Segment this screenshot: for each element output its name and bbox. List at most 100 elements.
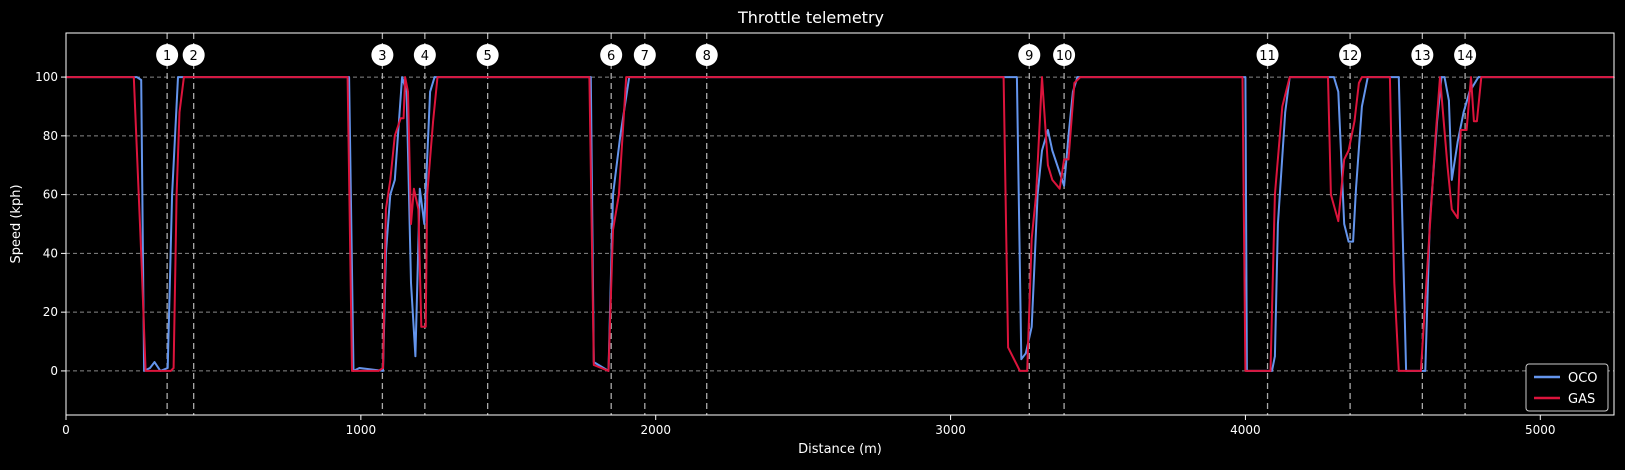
plot-frame	[65, 32, 1615, 416]
data-point-oco-7	[166, 367, 169, 369]
data-point-gas-62	[1361, 76, 1363, 78]
turn-marker-label-5: 5	[484, 49, 492, 64]
data-point-gas-2	[140, 252, 142, 255]
data-point-gas-57	[1337, 220, 1340, 222]
data-point-gas-42	[1047, 164, 1049, 166]
data-point-gas-38	[1026, 370, 1028, 372]
data-point-gas-78	[1480, 76, 1483, 78]
y-tick-label-80: 80	[43, 129, 58, 143]
data-point-gas-73	[1459, 129, 1462, 131]
data-point-gas-58	[1343, 158, 1345, 161]
data-point-gas-49	[1241, 76, 1244, 78]
data-point-gas-44	[1058, 187, 1061, 190]
data-point-gas-10	[346, 76, 349, 78]
data-point-gas-8	[178, 111, 181, 114]
data-point-gas-5	[169, 370, 172, 372]
data-point-oco-36	[1036, 193, 1039, 196]
y-tick-label-100: 100	[35, 70, 58, 84]
data-point-oco-28	[612, 193, 614, 196]
data-point-gas-30	[593, 364, 595, 366]
data-point-oco-5	[153, 361, 156, 363]
data-point-gas-45	[1063, 158, 1065, 161]
data-point-gas-13	[382, 367, 384, 369]
data-point-oco-41	[1067, 135, 1070, 137]
data-point-gas-70	[1446, 164, 1449, 166]
data-point-gas-46	[1067, 158, 1070, 161]
data-point-oco-23	[429, 91, 431, 93]
data-point-oco-40	[1063, 185, 1065, 187]
data-point-oco-46	[1271, 370, 1273, 372]
data-point-gas-55	[1327, 76, 1329, 78]
data-point-gas-7	[175, 193, 178, 196]
data-point-oco-10	[348, 76, 350, 78]
data-point-gas-75	[1470, 76, 1472, 78]
data-point-gas-21	[410, 223, 412, 225]
data-point-oco-65	[1440, 76, 1443, 78]
turn-marker-lines	[166, 33, 1466, 415]
x-axis-label: Distance (m)	[798, 442, 882, 457]
turn-marker-badge-4	[413, 44, 436, 66]
turn-marker-label-3: 3	[378, 49, 386, 64]
data-point-oco-49	[1284, 111, 1286, 114]
data-point-oco-21	[419, 187, 421, 190]
x-tick-label-5000: 5000	[1525, 423, 1556, 437]
data-point-gas-17	[399, 117, 402, 119]
data-point-gas-40	[1035, 193, 1037, 196]
data-point-gas-1	[133, 76, 135, 78]
data-point-gas-52	[1274, 193, 1276, 196]
data-point-gas-74	[1465, 129, 1468, 131]
data-point-oco-56	[1355, 187, 1357, 190]
data-point-gas-16	[394, 135, 396, 137]
legend-label-gas: GAS	[1568, 392, 1595, 407]
data-point-oco-19	[410, 282, 412, 284]
data-point-gas-26	[426, 193, 429, 196]
data-point-gas-29	[588, 76, 591, 78]
turn-marker-badge-10	[1053, 44, 1076, 66]
data-point-gas-47	[1073, 82, 1076, 84]
data-point-gas-69	[1439, 76, 1441, 78]
data-point-gas-54	[1288, 76, 1291, 78]
data-point-gas-14	[385, 208, 387, 211]
y-tick-label-40: 40	[43, 246, 58, 260]
data-point-gas-68	[1434, 135, 1437, 137]
data-point-oco-1	[136, 76, 138, 78]
data-point-gas-19	[404, 76, 406, 78]
data-point-oco-38	[1047, 129, 1049, 131]
turn-marker-label-7: 7	[641, 49, 649, 64]
data-point-oco-9	[177, 76, 179, 78]
data-point-gas-6	[172, 367, 175, 369]
turn-marker-label-11: 11	[1259, 49, 1276, 64]
data-point-gas-39	[1030, 237, 1033, 240]
turn-marker-label-13: 13	[1414, 49, 1431, 64]
turn-marker-label-6: 6	[607, 49, 615, 64]
data-point-gas-32	[612, 229, 614, 231]
y-axis-label: Speed (kph)	[9, 184, 24, 263]
data-point-oco-39	[1051, 149, 1054, 152]
turn-marker-label-14: 14	[1457, 49, 1474, 64]
turn-marker-label-8: 8	[703, 49, 711, 64]
data-point-oco-68	[1451, 179, 1453, 181]
y-tick-label-0: 0	[50, 364, 58, 378]
turn-marker-badge-8	[695, 44, 718, 66]
x-tick-label-3000: 3000	[935, 423, 966, 437]
data-point-oco-2	[140, 79, 142, 81]
turn-marker-label-9: 9	[1025, 49, 1033, 64]
x-tick-label-0: 0	[62, 423, 70, 437]
data-point-oco-29	[619, 135, 622, 137]
turn-marker-badge-3	[371, 44, 394, 66]
chart-title: Throttle telemetry	[737, 8, 884, 27]
data-point-oco-32	[1016, 76, 1018, 78]
series-lines	[65, 76, 1615, 372]
data-point-oco-17	[401, 76, 403, 78]
data-point-gas-51	[1269, 370, 1272, 372]
data-point-gas-15	[389, 179, 392, 181]
legend-label-oco: OCO	[1568, 371, 1598, 386]
data-point-oco-66	[1443, 76, 1446, 78]
data-point-gas-22	[413, 187, 415, 190]
data-point-oco-31	[1008, 76, 1011, 78]
turn-marker-badge-11	[1256, 44, 1279, 66]
data-point-oco-34	[1025, 352, 1027, 355]
data-point-oco-44	[1244, 76, 1247, 78]
